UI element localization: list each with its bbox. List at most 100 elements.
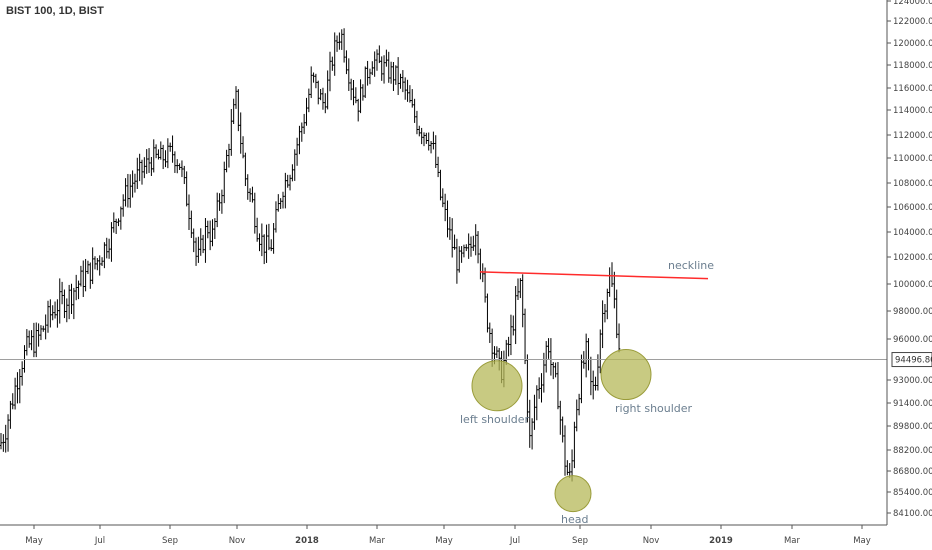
ohlc-bar: [342, 28, 346, 63]
ohlc-bar: [359, 79, 362, 114]
ohlc-bar: [208, 220, 212, 251]
ohlc-bar: [352, 79, 355, 106]
ohlc-bar: [49, 299, 52, 328]
y-tick-label: 104000.00: [893, 228, 932, 238]
ohlc-bar: [100, 257, 104, 266]
ohlc-bar: [277, 194, 280, 212]
ohlc-bar: [328, 51, 332, 92]
y-tick-label: 116000.00: [893, 84, 932, 94]
y-tick-label: 112000.00: [893, 131, 932, 141]
ohlc-bar: [364, 66, 367, 98]
ohlc-bar: [255, 217, 259, 242]
ohlc-bar: [451, 218, 454, 258]
y-tick-label: 110000.00: [893, 154, 932, 164]
ohlc-bar: [194, 237, 198, 266]
ohlc-bar: [281, 191, 285, 209]
right-shoulder-annotation: right shoulder: [615, 402, 693, 415]
ohlc-bar: [89, 262, 92, 289]
ohlc-bar: [396, 57, 400, 96]
ohlc-bar: [51, 305, 54, 321]
ohlc-bar: [476, 231, 480, 264]
y-tick-label: 88200.00: [893, 446, 932, 456]
x-tick-label: May: [853, 536, 871, 546]
x-axis[interactable]: May Jul Sep Nov 2018 Mar May Jul Sep Nov 2019 Mar Ma…: [25, 525, 871, 546]
y-tick-label: 108000.00: [893, 179, 932, 189]
ohlc-bar: [512, 315, 515, 336]
ohlc-bar: [96, 258, 99, 271]
ohlc-bar: [446, 200, 449, 238]
ohlc-bar: [0, 432, 3, 450]
ohlc-bar: [319, 88, 322, 101]
ohlc-bar: [537, 377, 541, 399]
ohlc-bar: [126, 173, 130, 208]
ohlc-bar: [204, 218, 207, 263]
ohlc-bar: [399, 73, 402, 89]
ohlc-bar: [439, 169, 442, 201]
ohlc-bar: [495, 346, 499, 358]
ohlc-bar: [441, 188, 444, 208]
ohlc-bar: [533, 394, 536, 430]
y-tick-label: 100000.00: [893, 280, 932, 290]
ohlc-bar: [110, 222, 113, 262]
ohlc-bar: [239, 112, 242, 154]
ohlc-bar: [25, 329, 29, 356]
ohlc-bar: [267, 223, 271, 251]
ohlc-bar: [293, 149, 296, 181]
ohlc-bar: [368, 68, 372, 85]
ohlc-bar: [540, 373, 543, 403]
y-tick-label: 84100.00: [893, 509, 932, 519]
right-shoulder-marker[interactable]: [600, 349, 652, 401]
y-tick-label: 120000.00: [893, 39, 932, 49]
ohlc-bar: [335, 35, 339, 52]
ohlc-bar: [178, 163, 181, 170]
ohlc-bar: [138, 153, 141, 182]
ohlc-bar: [467, 233, 470, 259]
y-axis[interactable]: 84100.00 85400.00 86800.00 88200.00 89800.00…: [887, 0, 932, 519]
ohlc-bar: [44, 314, 47, 340]
neckline-line[interactable]: [479, 271, 709, 280]
ohlc-bar: [411, 89, 414, 108]
ohlc-bar: [251, 186, 254, 203]
ohlc-bar: [474, 224, 477, 256]
ohlc-bar: [584, 333, 588, 378]
ohlc-bar: [190, 210, 193, 238]
ohlc-bar: [46, 300, 50, 333]
ohlc-bar: [187, 194, 191, 230]
ohlc-bar: [16, 372, 19, 404]
ohlc-bar: [592, 370, 595, 400]
ohlc-bar: [166, 138, 170, 169]
ohlc-bar: [380, 56, 383, 81]
ohlc-bar: [220, 189, 224, 214]
ohlc-bar: [192, 228, 195, 253]
y-tick-label: 85400.00: [893, 488, 932, 498]
y-tick-label: 102000.00: [893, 253, 932, 263]
ohlc-bar: [422, 132, 426, 147]
ohlc-bar: [227, 143, 231, 168]
ohlc-bar: [568, 462, 571, 478]
ohlc-bar: [432, 131, 435, 150]
ohlc-bar: [284, 172, 287, 209]
ohlc-bar: [465, 244, 468, 252]
ohlc-bar: [157, 149, 160, 160]
head-marker[interactable]: [554, 475, 592, 513]
y-tick-label: 98000.00: [893, 307, 932, 317]
ohlc-bar: [295, 137, 299, 166]
ohlc-bar: [211, 219, 214, 247]
ohlc-bar: [253, 192, 256, 234]
ohlc-bar: [82, 260, 85, 297]
ohlc-bar: [112, 212, 115, 233]
last-price-label: 94496.80: [895, 356, 932, 366]
ohlc-bar: [559, 400, 562, 435]
ohlc-bar: [455, 238, 459, 284]
ohlc-bar: [154, 144, 158, 159]
ohlc-bar: [30, 330, 33, 351]
ohlc-bar: [394, 65, 397, 85]
ohlc-bar: [331, 56, 334, 71]
ohlc-bar: [596, 354, 600, 391]
ohlc-bar: [615, 289, 618, 339]
left-shoulder-marker[interactable]: [471, 360, 523, 412]
ohlc-bar: [263, 234, 266, 265]
ohlc-bar: [404, 77, 407, 100]
ohlc-bar: [561, 416, 564, 443]
